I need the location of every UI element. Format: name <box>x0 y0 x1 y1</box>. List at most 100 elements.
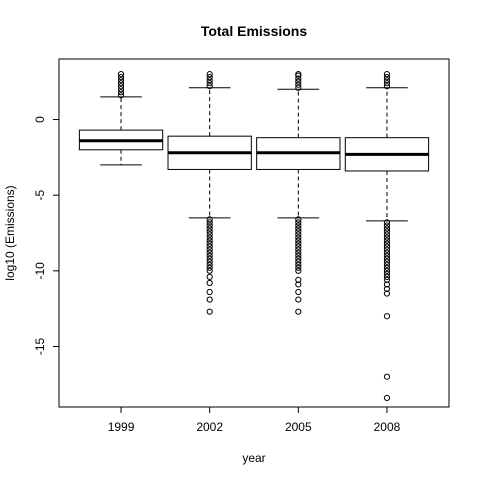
outlier-point <box>383 77 391 84</box>
outlier-point <box>206 219 213 226</box>
outlier-point <box>206 237 213 244</box>
outlier-point <box>206 216 213 223</box>
outlier-point <box>206 255 213 262</box>
y-tick-label: -5 <box>33 190 47 201</box>
outlier-point <box>295 81 302 88</box>
outlier-point <box>383 394 391 402</box>
outlier-point <box>383 273 391 280</box>
outlier-point <box>383 219 391 226</box>
outlier-point <box>117 83 125 90</box>
outlier-point <box>295 231 302 238</box>
outlier-point <box>206 264 213 271</box>
chart-title: Total Emissions <box>201 23 308 39</box>
outlier-point <box>295 252 302 259</box>
outlier-point <box>383 222 391 229</box>
outlier-point <box>295 225 302 232</box>
outlier-point <box>295 308 302 315</box>
y-tick-label: 0 <box>33 116 47 123</box>
y-axis-label: log10 (Emissions) <box>3 185 17 280</box>
outlier-point <box>295 261 302 268</box>
outlier-point <box>206 252 213 259</box>
plot-frame <box>58 58 450 408</box>
outlier-point <box>206 249 213 256</box>
outlier-point <box>383 264 391 271</box>
outlier-point <box>383 290 391 297</box>
outlier-point <box>383 285 391 293</box>
outlier-point <box>295 296 302 303</box>
outlier-point <box>295 222 302 229</box>
outlier-point <box>383 71 391 78</box>
outlier-point <box>206 222 213 229</box>
outlier-point <box>117 77 125 84</box>
outlier-point <box>383 261 391 268</box>
outlier-point <box>383 313 391 320</box>
outlier-point <box>295 288 302 296</box>
outlier-point <box>383 281 391 288</box>
outlier-point <box>383 252 391 259</box>
outlier-point <box>206 273 213 280</box>
outlier-point <box>206 80 213 87</box>
y-axis: 0 -5 -10 -15 <box>33 116 59 355</box>
outlier-point <box>295 264 302 271</box>
outlier-point <box>383 228 391 235</box>
x-tick-label: 2005 <box>285 420 312 434</box>
outlier-point <box>295 216 302 223</box>
outlier-point <box>295 234 302 241</box>
outlier-point <box>206 243 213 250</box>
outlier-point <box>206 228 213 235</box>
outlier-point <box>117 74 125 81</box>
x-tick-label: 2008 <box>374 420 401 434</box>
outlier-point <box>206 288 213 296</box>
outlier-point <box>206 308 213 315</box>
outlier-point <box>295 75 302 82</box>
outlier-point <box>206 267 213 274</box>
outlier-point <box>383 83 391 90</box>
outlier-point <box>206 83 213 90</box>
outlier-point <box>117 92 125 99</box>
outlier-point <box>295 237 302 244</box>
box-2005 <box>256 71 341 315</box>
boxes-group <box>78 71 430 402</box>
outlier-point <box>206 279 213 287</box>
outlier-point <box>295 246 302 253</box>
outlier-point <box>206 77 213 84</box>
outlier-point <box>206 246 213 253</box>
outlier-point <box>383 258 391 265</box>
outlier-point <box>383 240 391 247</box>
x-axis: 1999 2002 2005 2008 <box>108 407 401 434</box>
y-tick-label: -15 <box>33 337 47 355</box>
outlier-point <box>295 249 302 256</box>
y-tick-label: -10 <box>33 262 47 280</box>
outlier-point <box>206 240 213 247</box>
outlier-point <box>206 234 213 241</box>
outlier-point <box>383 276 391 284</box>
outlier-point <box>206 74 213 81</box>
outlier-point <box>383 225 391 232</box>
outlier-point <box>383 231 391 238</box>
outlier-point <box>383 249 391 256</box>
outlier-point <box>383 255 391 262</box>
outlier-point <box>295 258 302 265</box>
outlier-point <box>117 80 125 87</box>
outlier-point <box>295 267 302 274</box>
outlier-point <box>206 296 213 303</box>
box-2008 <box>344 71 430 402</box>
x-tick-label: 2002 <box>196 420 223 434</box>
outlier-point <box>206 261 213 268</box>
outlier-point <box>117 89 125 96</box>
outlier-point <box>295 84 302 91</box>
outlier-point <box>383 246 391 253</box>
x-tick-label: 1999 <box>108 420 135 434</box>
outlier-point <box>206 231 213 238</box>
outlier-point <box>295 78 302 85</box>
outlier-point <box>206 258 213 265</box>
outlier-point <box>383 373 391 380</box>
box-2002 <box>167 71 252 315</box>
outlier-point <box>295 255 302 262</box>
outlier-point <box>206 225 213 232</box>
box-1999 <box>78 71 164 166</box>
outlier-point <box>383 243 391 250</box>
outlier-point <box>206 71 213 78</box>
outlier-point <box>383 237 391 244</box>
